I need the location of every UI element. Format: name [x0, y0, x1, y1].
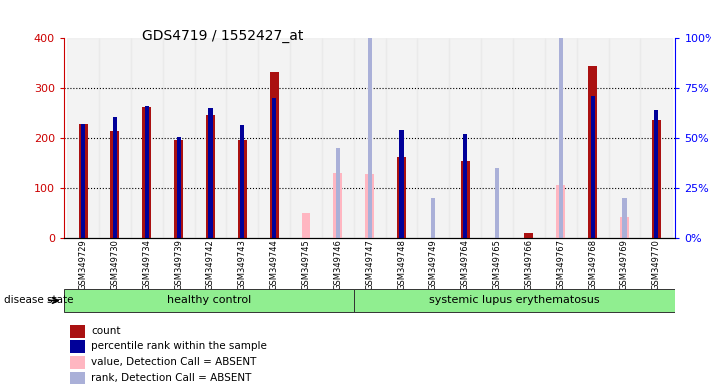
Bar: [131, 38, 163, 238]
Bar: [620, 217, 629, 238]
Bar: [145, 106, 149, 238]
Bar: [354, 38, 385, 238]
Text: GDS4719 / 1552427_at: GDS4719 / 1552427_at: [142, 29, 304, 43]
Bar: [240, 125, 245, 238]
Bar: [272, 98, 277, 238]
Bar: [641, 38, 673, 238]
Text: systemic lupus erythematosus: systemic lupus erythematosus: [429, 295, 600, 305]
Bar: [333, 173, 342, 238]
Bar: [258, 38, 290, 238]
Text: disease state: disease state: [4, 295, 73, 305]
Bar: [513, 38, 545, 238]
Bar: [365, 174, 374, 238]
Bar: [195, 38, 226, 238]
Bar: [559, 0, 563, 238]
Bar: [400, 130, 404, 238]
Text: rank, Detection Call = ABSENT: rank, Detection Call = ABSENT: [91, 373, 252, 383]
Bar: [226, 38, 258, 238]
Bar: [322, 38, 354, 238]
Bar: [208, 108, 213, 238]
Bar: [67, 38, 99, 238]
Bar: [432, 198, 435, 238]
Bar: [110, 131, 119, 238]
Bar: [481, 38, 513, 238]
Bar: [174, 140, 183, 238]
Bar: [79, 124, 87, 238]
Bar: [495, 168, 499, 238]
Bar: [206, 115, 215, 238]
Text: value, Detection Call = ABSENT: value, Detection Call = ABSENT: [91, 357, 257, 367]
Bar: [588, 66, 597, 238]
Bar: [463, 134, 467, 238]
Bar: [461, 161, 470, 238]
Bar: [417, 38, 449, 238]
Bar: [113, 117, 117, 238]
Bar: [545, 38, 577, 238]
Bar: [556, 185, 565, 238]
Bar: [609, 38, 641, 238]
Bar: [70, 340, 85, 353]
Bar: [99, 38, 131, 238]
Bar: [70, 325, 85, 338]
Text: healthy control: healthy control: [166, 295, 251, 305]
Bar: [397, 157, 406, 238]
Bar: [622, 198, 626, 238]
Bar: [142, 107, 151, 238]
Bar: [163, 38, 195, 238]
Bar: [176, 137, 181, 238]
Bar: [654, 110, 658, 238]
Bar: [301, 213, 311, 238]
Bar: [81, 124, 85, 238]
Bar: [368, 0, 372, 238]
Bar: [64, 289, 353, 312]
Bar: [652, 120, 661, 238]
Bar: [290, 38, 322, 238]
Bar: [525, 233, 533, 238]
Bar: [336, 234, 340, 238]
Bar: [70, 356, 85, 369]
Bar: [238, 140, 247, 238]
Bar: [577, 38, 609, 238]
Bar: [336, 148, 340, 238]
Bar: [353, 289, 675, 312]
Bar: [385, 38, 417, 238]
Text: count: count: [91, 326, 121, 336]
Bar: [449, 38, 481, 238]
Bar: [70, 372, 85, 384]
Text: percentile rank within the sample: percentile rank within the sample: [91, 341, 267, 351]
Bar: [269, 72, 279, 238]
Bar: [591, 96, 594, 238]
